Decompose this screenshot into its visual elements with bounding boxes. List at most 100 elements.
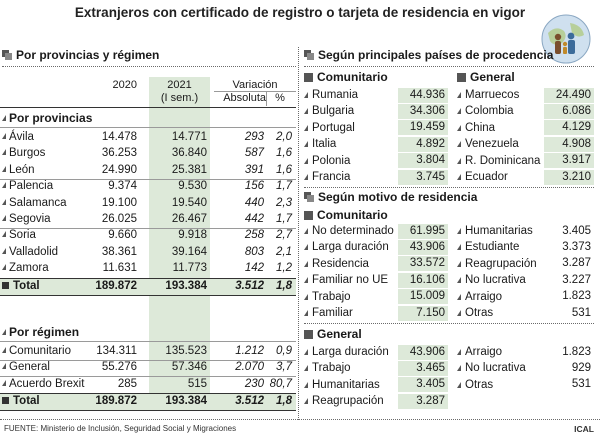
item-label: R. Dominicana [457,155,544,167]
triangle-bullet-icon [2,149,6,156]
item-value: 1.823 [562,345,591,358]
item-name: Colombia [465,105,514,118]
dotted-divider [304,66,594,67]
table-row: Comunitario 134.311 135.523 1.212 0,9 [0,344,296,360]
item-value: 19.459 [398,120,448,136]
triangle-bullet-icon [457,349,461,355]
list-item: Reagrupación 3.287 [304,393,448,409]
section-header-provincias-regimen: Por provincias y régimen [2,48,159,62]
value-pct: 1,8 [276,395,292,407]
item-name: Reagrupación [312,395,384,408]
list-item: Familiar no UE 16.106 [304,272,448,288]
item-label: Humanitarias [457,225,544,237]
item-label: Venezuela [457,138,544,150]
item-value: 4.908 [544,136,594,152]
triangle-bullet-icon [457,92,461,98]
value-pct: 2,0 [276,131,292,143]
value-pct: 80,7 [269,377,292,390]
value-2020: 14.478 [101,131,137,143]
row-rule [0,127,296,128]
item-value: 3.373 [562,240,591,253]
item-label: Francia [304,171,398,183]
item-label: Larga duración [304,346,398,358]
value-2021: 193.384 [165,280,207,292]
list-item: Arraigo 1.823 [457,289,594,305]
item-name: Arraigo [465,290,503,303]
item-label: No lucrativa [457,274,544,286]
col-header-2021-sub: (I sem.) [160,92,199,104]
row-label: Valladolid [9,245,59,258]
list-item: Bulgaria 34.306 [304,103,448,119]
row-name: Total [2,395,40,407]
list-item: Marruecos 24.490 [457,87,594,103]
total-row: Total 189.872 193.384 3.512 1,8 [0,279,296,295]
list-item: Portugal 19.459 [304,120,448,136]
row-rule [0,376,296,378]
item-label: Polonia [304,155,398,167]
triangle-bullet-icon [2,264,6,271]
triangle-bullet-icon [304,244,308,251]
item-label: Arraigo [457,291,544,303]
item-name: Francia [312,171,351,183]
item-name: Estudiante [465,241,520,254]
section-title: Por provincias y régimen [16,48,160,62]
section-title: Según motivo de residencia [318,190,478,204]
triangle-bullet-icon [457,228,461,234]
item-label: Portugal [304,122,398,134]
item-name: Trabajo [312,290,351,303]
square-bullet-icon [457,72,466,82]
triangle-bullet-icon [304,398,308,405]
triangle-bullet-icon [457,124,461,131]
square-bullet-icon [304,329,313,339]
value-2020: 26.025 [101,213,137,225]
item-value: 3.405 [398,377,448,393]
subsection-provincias: Por provincias [2,111,92,125]
triangle-bullet-icon [2,363,6,370]
value-absoluta: 293 [244,131,264,143]
row-name: León [2,164,35,176]
triangle-bullet-icon [2,215,6,221]
square-bullet-icon [304,210,313,220]
item-name: Humanitarias [465,225,533,237]
subsection-title: General [470,70,515,84]
value-2020: 38.361 [101,245,137,258]
footer-source: FUENTE: Ministerio de Inclusión, Segurid… [4,424,237,433]
group-rule [0,178,296,180]
section-title: Según principales países de procedencia [318,48,554,62]
item-name: Familiar no UE [312,274,389,287]
list-item: Otras 531 [457,305,594,321]
footer-divider [0,419,600,420]
list-item: R. Dominicana 3.917 [457,153,594,169]
header-rule [0,107,296,108]
subsection-title: Comunitario [317,208,388,222]
list-item: No lucrativa 3.227 [457,272,594,288]
triangle-bullet-icon [2,198,6,205]
table-row: Soria 9.660 9.918 258 2,7 [0,228,296,244]
item-name: Larga duración [312,241,389,254]
row-label: General [9,361,50,374]
value-2021: 39.164 [171,245,207,258]
col-header-2020: 2020 [112,79,137,91]
subsection-paises-comunitario: Comunitario [304,70,388,84]
item-name: No lucrativa [465,274,526,287]
triangle-bullet-icon [2,133,6,139]
item-value: 3.287 [562,257,591,270]
item-name: Polonia [312,154,351,167]
row-label: Total [13,280,40,292]
list-item: Reagrupación 3.287 [457,256,594,272]
list-item: Humanitarias 3.405 [457,223,594,239]
item-value: 3.804 [398,153,448,169]
item-value: 3.745 [398,169,448,185]
item-name: Marruecos [465,89,520,101]
triangle-bullet-icon [304,349,308,355]
table-row: General 55.276 57.346 2.070 3,7 [0,360,296,376]
row-name: Comunitario [2,345,71,357]
item-label: Trabajo [304,362,398,374]
list-item: Italia 4.892 [304,136,448,152]
row-label: Total [13,395,40,407]
item-label: Italia [304,138,398,150]
item-name: Otras [465,378,494,391]
row-label: Ávila [9,131,34,143]
triangle-bullet-icon [304,92,308,98]
table-row: Zamora 11.631 11.773 142 1,2 [0,261,296,277]
